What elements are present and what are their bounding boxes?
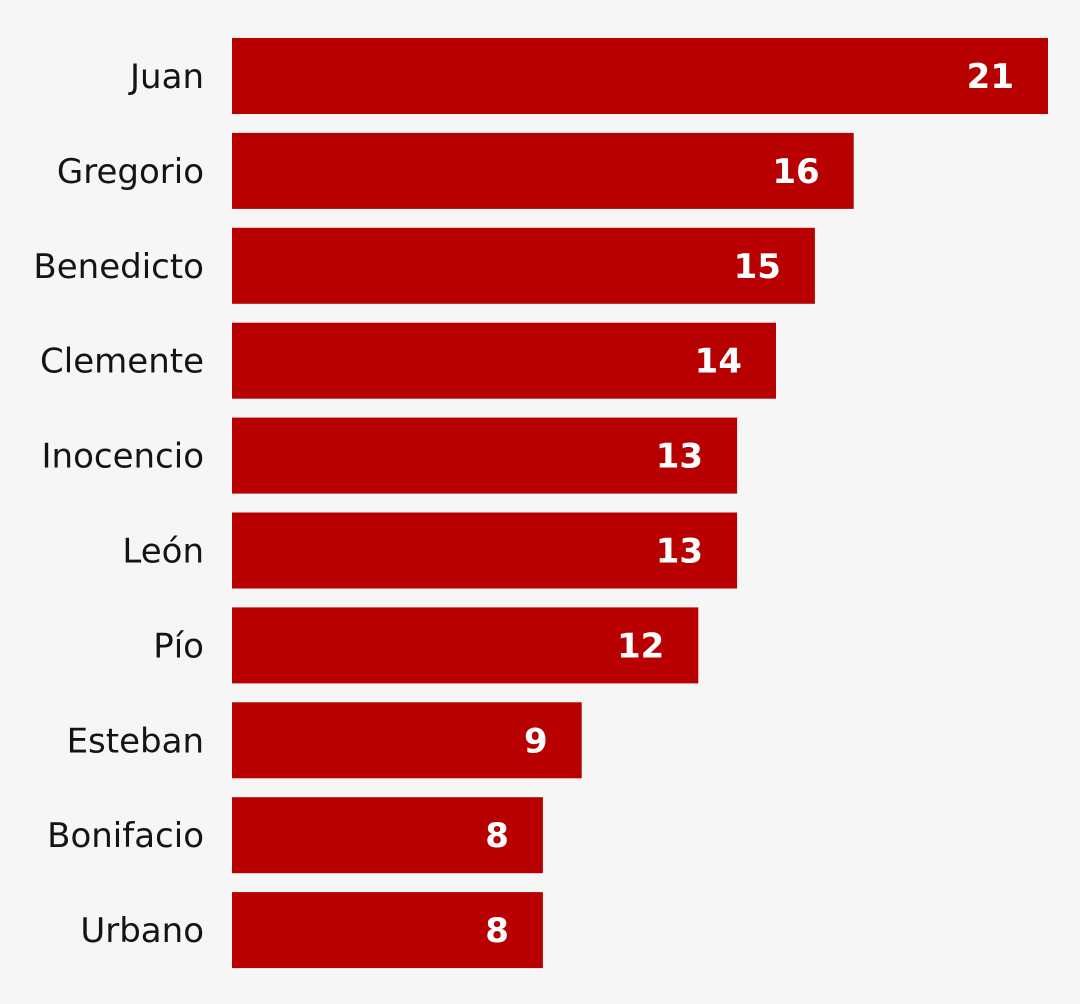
category-label-4: Inocencio (42, 437, 204, 477)
category-label-7: Esteban (67, 721, 204, 761)
value-label-0: 21 (967, 57, 1014, 97)
bar-9 (232, 892, 543, 969)
value-label-9: 8 (485, 911, 509, 951)
bar-6 (232, 607, 699, 684)
category-label-6: Pío (153, 626, 204, 666)
category-label-2: Benedicto (33, 247, 204, 287)
bars-group: Juan 21 Gregorio 16 Benedicto 15 Clemente 14 Ino… (33, 38, 1048, 969)
value-label-3: 14 (695, 342, 742, 382)
category-label-9: Urbano (80, 911, 204, 951)
category-label-5: León (122, 532, 204, 572)
category-label-0: Juan (128, 57, 204, 97)
bar-8 (232, 797, 543, 874)
bar-7 (232, 702, 582, 779)
bar-4 (232, 417, 738, 494)
value-label-5: 13 (656, 532, 703, 572)
bar-1 (232, 132, 854, 209)
value-label-1: 16 (772, 152, 819, 192)
value-label-6: 12 (617, 626, 664, 666)
value-label-7: 9 (524, 721, 548, 761)
bar-0 (232, 38, 1048, 114)
category-label-1: Gregorio (57, 152, 204, 192)
bar-2 (232, 227, 815, 304)
bar-3 (232, 322, 776, 399)
category-label-8: Bonifacio (47, 816, 204, 856)
value-label-8: 8 (485, 816, 509, 856)
bar-5 (232, 512, 738, 589)
category-label-3: Clemente (40, 342, 204, 382)
value-label-2: 15 (734, 247, 781, 287)
value-label-4: 13 (656, 437, 703, 477)
